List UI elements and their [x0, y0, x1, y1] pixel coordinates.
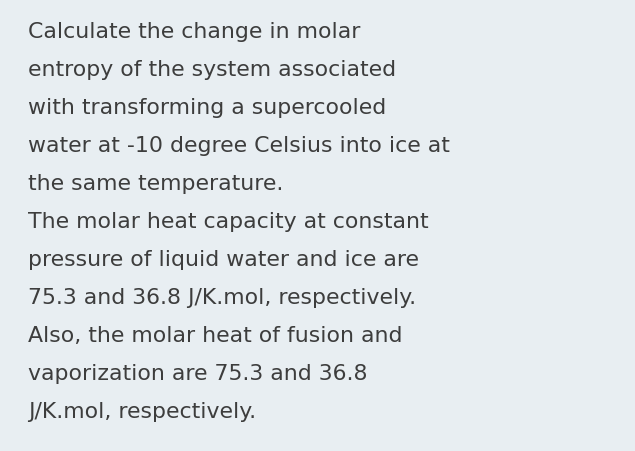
Text: vaporization are 75.3 and 36.8: vaporization are 75.3 and 36.8 [28, 364, 368, 384]
Text: the same temperature.: the same temperature. [28, 174, 283, 194]
Text: J/K.mol, respectively.: J/K.mol, respectively. [28, 402, 256, 422]
Text: Also, the molar heat of fusion and: Also, the molar heat of fusion and [28, 326, 403, 346]
Text: Calculate the change in molar: Calculate the change in molar [28, 22, 361, 42]
Text: with transforming a supercooled: with transforming a supercooled [28, 98, 386, 118]
Text: The molar heat capacity at constant: The molar heat capacity at constant [28, 212, 429, 232]
Text: pressure of liquid water and ice are: pressure of liquid water and ice are [28, 250, 419, 270]
Text: water at -10 degree Celsius into ice at: water at -10 degree Celsius into ice at [28, 136, 450, 156]
Text: entropy of the system associated: entropy of the system associated [28, 60, 396, 80]
Text: 75.3 and 36.8 J/K.mol, respectively.: 75.3 and 36.8 J/K.mol, respectively. [28, 288, 416, 308]
